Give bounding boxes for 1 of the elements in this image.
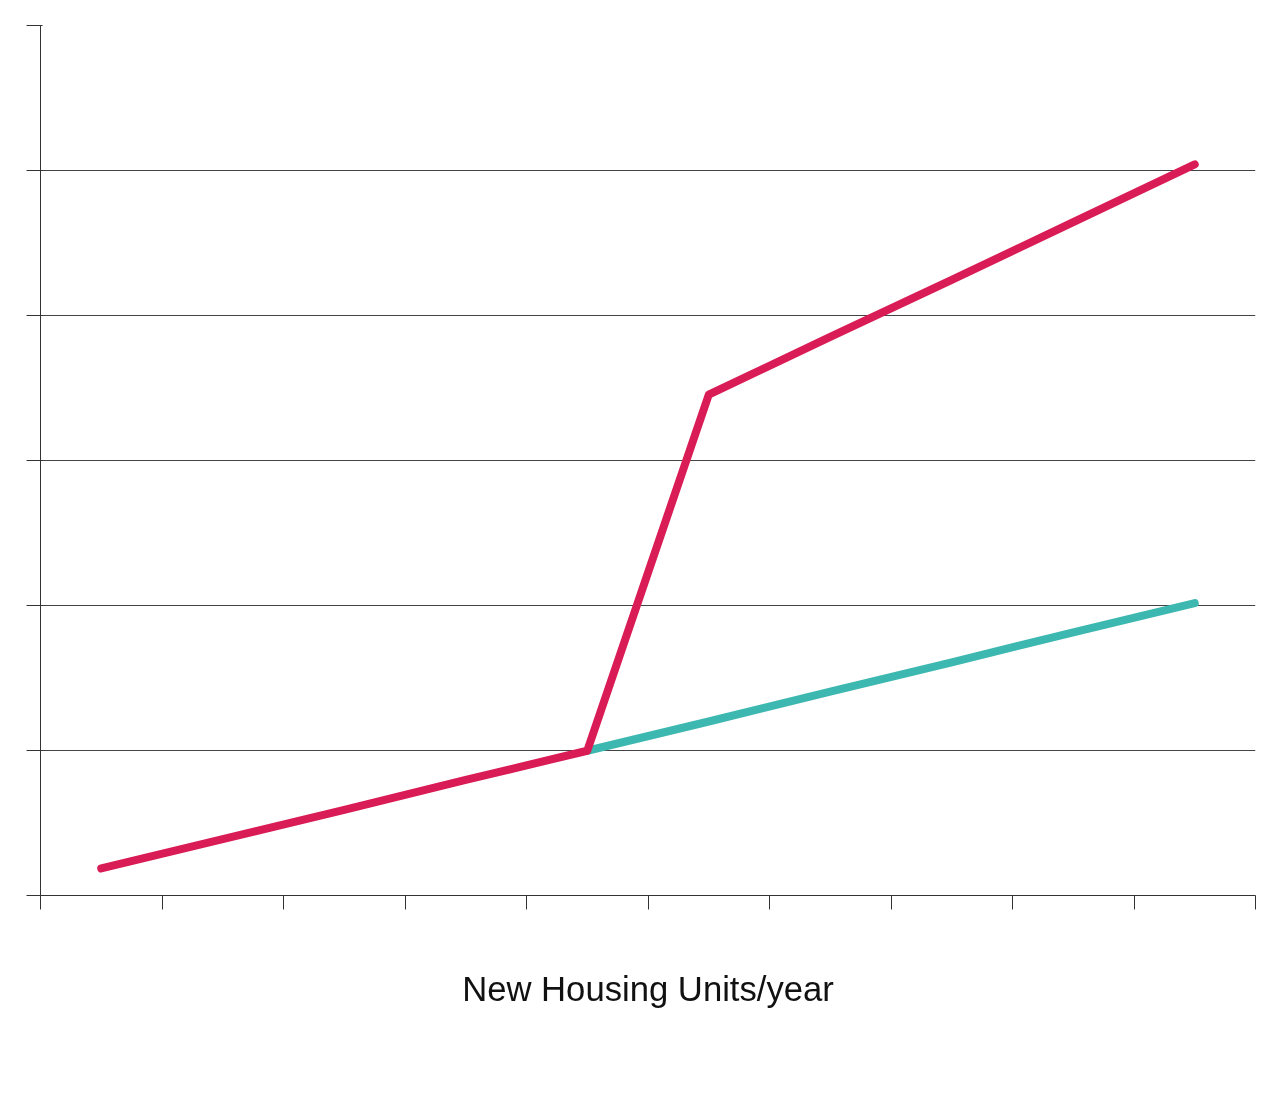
x-axis-title: New Housing Units/year	[462, 969, 834, 1008]
